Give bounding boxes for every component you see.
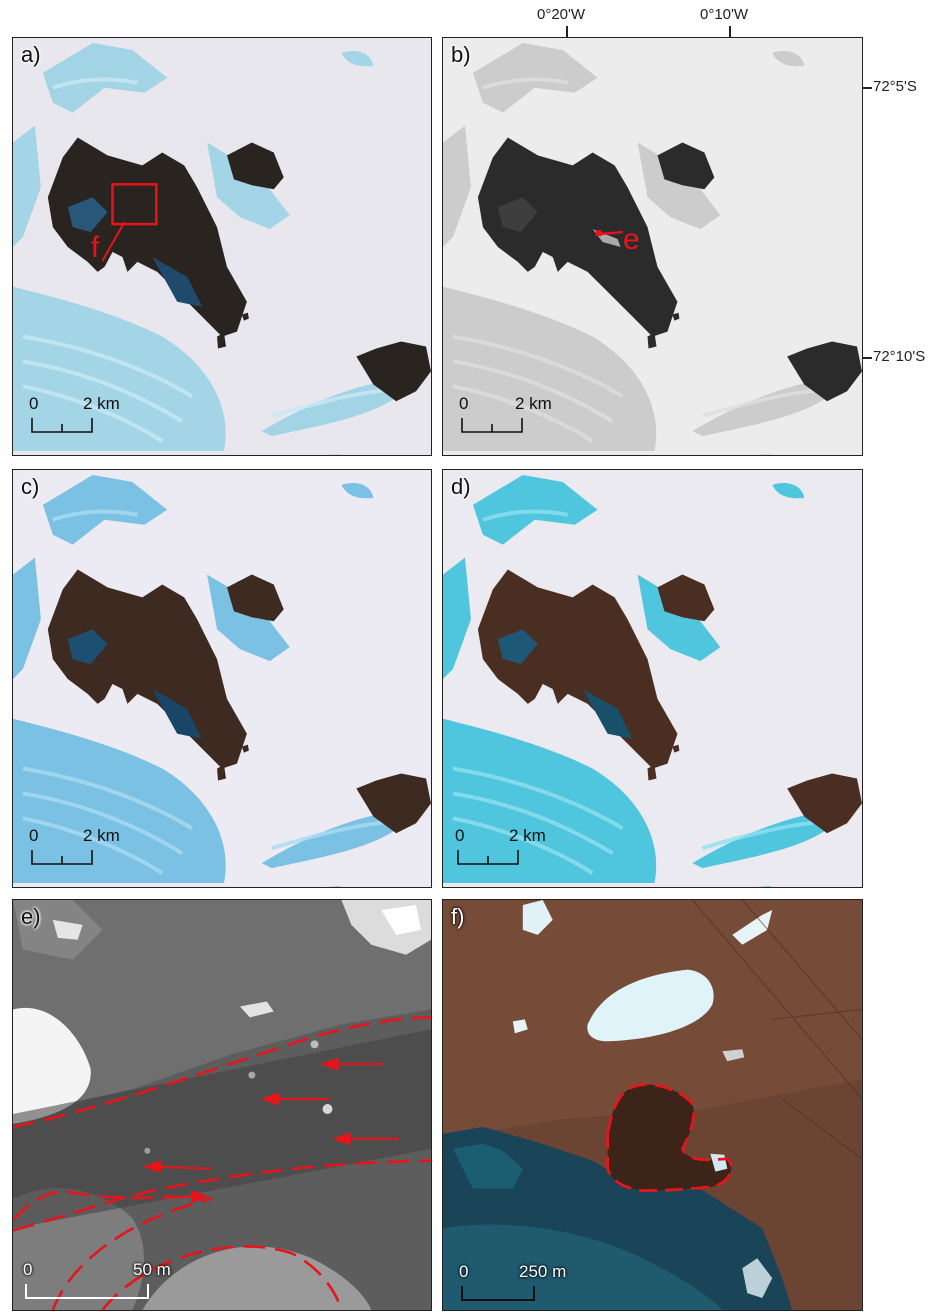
panel-a-scalebar (31, 418, 93, 433)
panel-a-scalebar-distance: 2 km (83, 394, 120, 413)
latitude-tick-5s (862, 87, 872, 89)
panel-b-label: b) (451, 42, 471, 67)
panel-a-true-colour-map: a) f 0 2 km (12, 37, 432, 456)
longitude-label-20w: 0°20'W (537, 6, 586, 23)
panel-f-satellite-image (443, 900, 862, 1310)
panel-a-satellite-image (13, 38, 431, 455)
latitude-label-10s: 72°10'S (873, 348, 926, 365)
panel-c-scalebar (31, 850, 93, 865)
latitude-tick-10s (862, 357, 872, 359)
latitude-label-5s: 72°5'S (873, 78, 917, 95)
panel-b-callout-e: e (623, 223, 640, 256)
panel-f-scalebar (461, 1286, 535, 1301)
panel-c-scalebar-zero: 0 (29, 826, 39, 845)
panel-e-label: e) (21, 904, 41, 929)
longitude-tick-20w (566, 26, 568, 38)
panel-e-detail-panchromatic: e) 0 50 m (12, 899, 432, 1311)
panel-b-satellite-image (443, 38, 862, 455)
panel-e-scalebar-zero: 0 (23, 1260, 33, 1279)
panel-a-scalebar-zero: 0 (29, 394, 39, 413)
panel-d-scalebar-distance: 2 km (509, 826, 546, 845)
panel-e-satellite-image (13, 900, 431, 1310)
panel-c-scalebar-distance: 2 km (83, 826, 120, 845)
panel-f-scalebar-zero: 0 (459, 1262, 469, 1281)
panel-b-panchromatic-map: b) e 0 2 km (442, 37, 863, 456)
panel-c-satellite-image (13, 470, 431, 887)
panel-d-scalebar (457, 850, 519, 865)
panel-c-label: c) (21, 474, 40, 499)
panel-b-scalebar (461, 418, 523, 433)
panel-f-detail-true-colour: f) 0 250 m (442, 899, 863, 1311)
panel-d-enhanced-map: d) 0 2 km (442, 469, 863, 888)
panel-e-scalebar-distance: 50 m (133, 1260, 171, 1279)
panel-b-scalebar-distance: 2 km (515, 394, 552, 413)
panel-a-label: a) (21, 42, 41, 67)
longitude-label-10w: 0°10'W (700, 6, 749, 23)
panel-b-scalebar-zero: 0 (459, 394, 469, 413)
panel-c-enhanced-map: c) 0 2 km (12, 469, 432, 888)
panel-d-scalebar-zero: 0 (455, 826, 465, 845)
panel-a-callout-f: f (91, 231, 100, 264)
panel-f-scalebar-distance: 250 m (519, 1262, 567, 1281)
panel-e-scalebar (25, 1284, 149, 1299)
panel-f-label: f) (451, 904, 465, 929)
panel-d-satellite-image (443, 470, 862, 887)
longitude-tick-10w (729, 26, 731, 38)
panel-d-label: d) (451, 474, 471, 499)
